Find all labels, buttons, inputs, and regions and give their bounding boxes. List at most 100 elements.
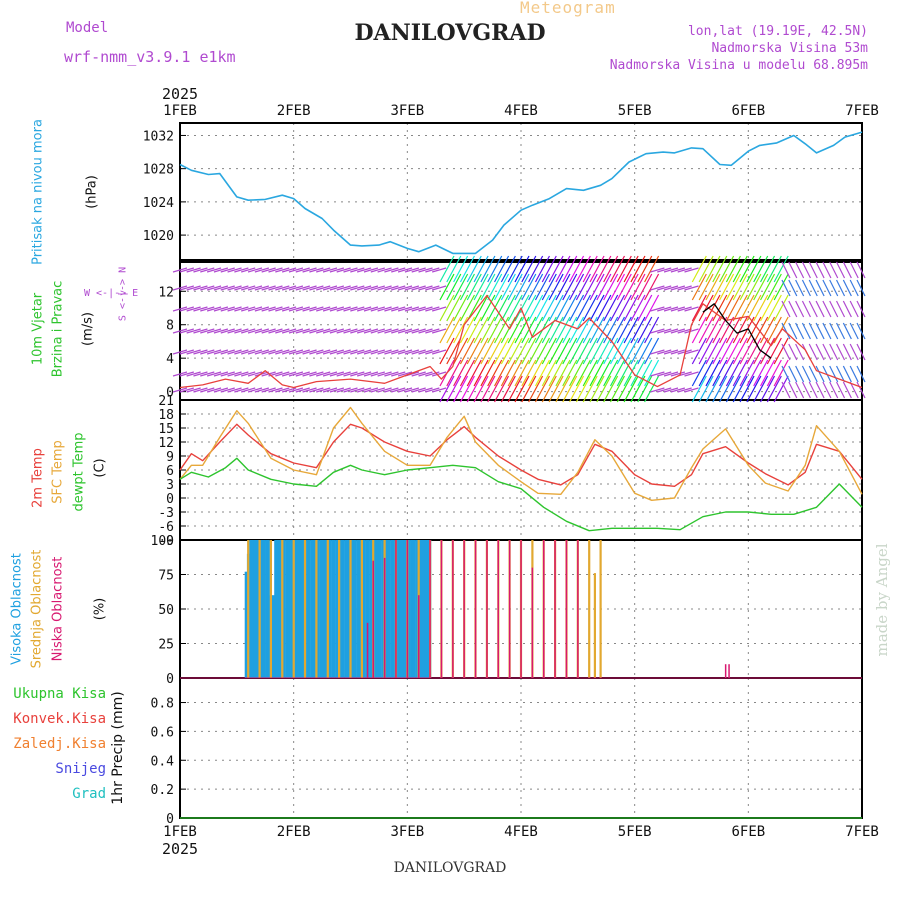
x-tick-label-bottom: 7FEB bbox=[845, 824, 879, 840]
wind-arrow bbox=[391, 387, 406, 393]
wind-arrow bbox=[609, 375, 626, 403]
wind-arrow bbox=[329, 306, 345, 312]
wind-arrow bbox=[773, 294, 789, 322]
wind-arrow bbox=[179, 285, 194, 291]
wind-arrow bbox=[473, 255, 489, 283]
wind-arrow bbox=[684, 267, 699, 273]
y-tick-label: 0.6 bbox=[151, 725, 174, 740]
wind-arrow bbox=[295, 285, 310, 291]
wind-arrow bbox=[193, 267, 208, 273]
wind-arrow bbox=[206, 349, 222, 355]
cloud-low-bar bbox=[395, 540, 397, 678]
wind-arrow bbox=[603, 375, 619, 403]
wind-arrow bbox=[623, 316, 639, 344]
wind-arrow bbox=[541, 273, 557, 301]
wind-speed-black-line bbox=[702, 303, 772, 359]
wind-arrow bbox=[350, 306, 365, 312]
wind-arrow bbox=[836, 343, 846, 361]
wind-arrow bbox=[316, 328, 331, 334]
wind-arrow bbox=[316, 387, 331, 393]
wind-arrow bbox=[329, 387, 345, 393]
wind-arrow bbox=[261, 306, 276, 312]
wind-arrow bbox=[275, 328, 290, 334]
cloud-low-bar bbox=[406, 540, 409, 678]
wind-arrow bbox=[808, 279, 818, 297]
wind-arrow bbox=[788, 261, 798, 279]
wind-arrow bbox=[663, 285, 679, 291]
precip-grad-label: Grad bbox=[72, 786, 106, 802]
y-tick-label: 15 bbox=[158, 422, 174, 437]
wind-arrow bbox=[856, 261, 866, 279]
wind-arrow bbox=[384, 267, 399, 273]
wind-arrow bbox=[480, 316, 496, 344]
wind-arrow bbox=[377, 267, 392, 273]
wind-arrow bbox=[200, 306, 215, 312]
wind-arrow bbox=[766, 316, 782, 344]
wind-arrow bbox=[404, 306, 420, 312]
wind-arrow bbox=[788, 365, 798, 383]
y-tick-label: 1020 bbox=[143, 229, 174, 244]
wind-arrow bbox=[589, 255, 605, 283]
wind-arrow bbox=[801, 365, 811, 383]
wind-arrow bbox=[575, 255, 591, 283]
wind-arrow bbox=[801, 322, 811, 340]
coords-label: lon,lat (19.19E, 42.5N) bbox=[687, 24, 868, 39]
wind-arrow bbox=[663, 349, 679, 355]
wind-arrow bbox=[773, 273, 789, 301]
wind-arrow bbox=[541, 375, 557, 403]
y-tick-label: 8 bbox=[166, 319, 174, 334]
wind-arrow bbox=[657, 285, 672, 291]
wind-arrow bbox=[719, 273, 735, 301]
cloud-high-bar bbox=[287, 540, 291, 678]
wind-arrow bbox=[507, 359, 523, 387]
wind-arrow bbox=[206, 267, 222, 273]
wind-arrow bbox=[842, 261, 852, 279]
wind-arrow bbox=[725, 273, 741, 301]
cloud-high-bar bbox=[390, 540, 393, 678]
wind-arrow bbox=[172, 349, 188, 355]
wind-arrow bbox=[732, 273, 748, 301]
wind-arrow bbox=[261, 349, 276, 355]
cloud-high-bar bbox=[251, 540, 254, 678]
y-tick-label: 0.8 bbox=[151, 697, 174, 712]
wind-arrow bbox=[397, 371, 413, 377]
wind-arrow bbox=[507, 316, 523, 344]
wind-arrow bbox=[781, 300, 791, 318]
wind-arrow bbox=[829, 261, 839, 279]
wind-arrow bbox=[459, 273, 475, 301]
wind-arrow bbox=[295, 267, 310, 273]
wind-arrow bbox=[200, 349, 215, 355]
wind-arrow bbox=[815, 365, 825, 383]
wind-arrow bbox=[418, 328, 433, 334]
wind-arrow bbox=[575, 294, 591, 322]
wind-arrow bbox=[193, 387, 208, 393]
cloud-low-bar bbox=[497, 540, 499, 678]
wind-arrow bbox=[842, 322, 852, 340]
wind-arrow bbox=[795, 300, 805, 318]
wind-arrow bbox=[507, 337, 523, 365]
wind-arrow bbox=[541, 359, 557, 387]
wind-arrow bbox=[596, 359, 612, 387]
wind-arrow bbox=[808, 261, 818, 279]
wind-arrow bbox=[596, 316, 612, 344]
wind-arrow bbox=[719, 255, 735, 283]
wind-arrow bbox=[562, 294, 578, 322]
wind-arrow bbox=[562, 255, 578, 283]
wind-arrow bbox=[815, 279, 825, 297]
x-tick-label-top: 5FEB bbox=[618, 103, 652, 119]
wind-arrow bbox=[569, 294, 585, 322]
wind-arrow bbox=[712, 375, 728, 403]
y-tick-label: 50 bbox=[158, 603, 174, 618]
wind-arrow bbox=[453, 255, 469, 283]
wind-arrow bbox=[473, 375, 489, 403]
wind-arrow bbox=[179, 267, 194, 273]
wind-arrow bbox=[534, 337, 550, 365]
wind-arrow bbox=[343, 349, 358, 355]
wind-arrow bbox=[356, 387, 372, 393]
x-tick-label-top: 2FEB bbox=[277, 103, 311, 119]
y-tick-label: 0 bbox=[166, 672, 174, 687]
y-tick-label: 0 bbox=[166, 386, 174, 401]
wind-arrow bbox=[247, 387, 263, 393]
wind-compass-we: W <-|-> E bbox=[84, 288, 139, 299]
wind-arrow bbox=[849, 381, 859, 399]
